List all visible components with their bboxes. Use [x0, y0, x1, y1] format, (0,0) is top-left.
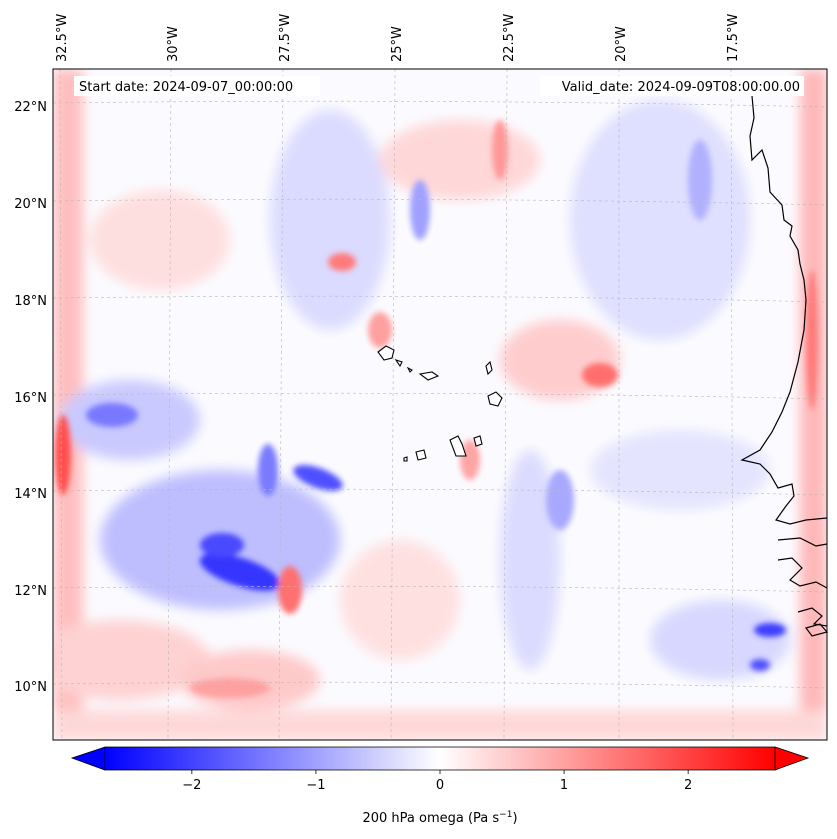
lat-label-18n: 18°N: [14, 294, 47, 309]
lat-label-20n: 20°N: [14, 197, 47, 212]
cape-verde-islands: [377, 345, 503, 462]
map-panel: Start date: 2024-09-07_00:00:00 Valid_da…: [14, 14, 829, 741]
colorbar-tick-label: 0: [436, 778, 444, 793]
colorbar-label: 200 hPa omega (Pa s−1): [362, 810, 517, 826]
colorbar-low-extension: [70, 746, 106, 771]
colorbar-tick-label: 1: [560, 778, 568, 793]
colorbar-tick-label: 2: [684, 778, 692, 793]
colorbar-tick-label: −2: [182, 778, 201, 793]
gridlines: [53, 69, 827, 740]
colorbar-gradient: [105, 747, 775, 770]
latitude-labels: 22°N 20°N 18°N 16°N 14°N 12°N 10°N: [14, 100, 47, 695]
lat-label-10n: 10°N: [14, 680, 47, 695]
lon-label-17-5w: 17.5°W: [726, 14, 741, 62]
lon-label-27-5w: 27.5°W: [278, 14, 293, 62]
lon-label-20w: 20°W: [614, 26, 629, 62]
colorbar-high-extension: [774, 746, 810, 771]
lon-label-32-5w: 32.5°W: [55, 14, 70, 62]
start-date-box: [74, 76, 320, 96]
lat-label-22n: 22°N: [14, 100, 47, 115]
lat-label-14n: 14°N: [14, 487, 47, 502]
colorbar: −2 −1 0 1 2 200 hPa omega (Pa s−1): [70, 746, 810, 826]
lon-label-30w: 30°W: [166, 26, 181, 62]
map-frame: [52, 68, 828, 741]
lat-label-16n: 16°N: [14, 391, 47, 406]
valid-date-label: Valid_date: 2024-09-09T08:00:00.00: [562, 80, 800, 95]
longitude-labels: 32.5°W 30°W 27.5°W 25°W 22.5°W 20°W 17.5…: [55, 14, 741, 62]
start-date-label: Start date: 2024-09-07_00:00:00: [79, 80, 293, 95]
colorbar-tick-label: −1: [306, 778, 325, 793]
colorbar-ticks: −2 −1 0 1 2: [182, 770, 692, 793]
lon-label-22-5w: 22.5°W: [502, 14, 517, 62]
lat-label-12n: 12°N: [14, 584, 47, 599]
lon-label-25w: 25°W: [390, 26, 405, 62]
valid-date-box: [540, 76, 804, 96]
